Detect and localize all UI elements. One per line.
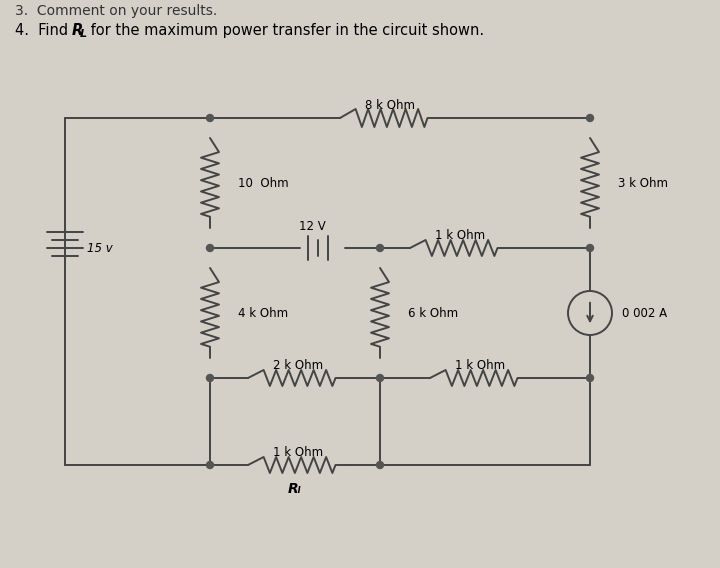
Circle shape	[587, 244, 593, 252]
Circle shape	[207, 461, 214, 469]
Text: 15 v: 15 v	[87, 241, 113, 254]
Text: for the maximum power transfer in the circuit shown.: for the maximum power transfer in the ci…	[86, 23, 484, 37]
Text: 4 k Ohm: 4 k Ohm	[238, 307, 288, 320]
Text: 12 V: 12 V	[299, 219, 325, 232]
Text: 6 k Ohm: 6 k Ohm	[408, 307, 458, 320]
Circle shape	[587, 115, 593, 122]
Circle shape	[207, 374, 214, 382]
Text: 0 002 A: 0 002 A	[622, 307, 667, 320]
Circle shape	[377, 244, 384, 252]
Circle shape	[207, 244, 214, 252]
Circle shape	[587, 374, 593, 382]
Text: 8 k Ohm: 8 k Ohm	[365, 98, 415, 111]
Text: 1 k Ohm: 1 k Ohm	[435, 228, 485, 241]
Text: 10  Ohm: 10 Ohm	[238, 177, 289, 190]
Circle shape	[377, 461, 384, 469]
Text: 3.  Comment on your results.: 3. Comment on your results.	[15, 4, 217, 18]
Circle shape	[207, 115, 214, 122]
Text: Rₗ: Rₗ	[288, 482, 302, 496]
Text: 4.  Find: 4. Find	[15, 23, 73, 37]
Text: R: R	[72, 23, 84, 37]
Text: 2 k Ohm: 2 k Ohm	[273, 358, 323, 371]
Circle shape	[377, 374, 384, 382]
Text: 3 k Ohm: 3 k Ohm	[618, 177, 668, 190]
Text: 1 k Ohm: 1 k Ohm	[455, 358, 505, 371]
Text: 1 k Ohm: 1 k Ohm	[273, 445, 323, 458]
Text: L: L	[80, 29, 87, 39]
